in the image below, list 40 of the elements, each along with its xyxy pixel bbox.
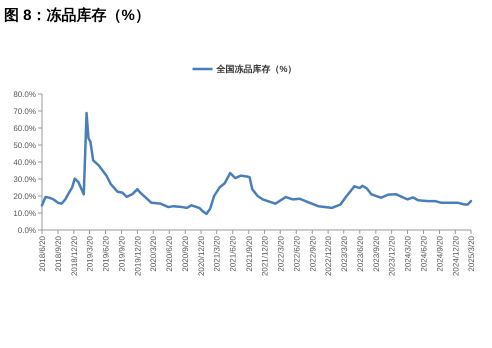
x-tick-label: 2023/6/20 — [356, 235, 365, 272]
x-tick-label: 2024/3/20 — [403, 235, 412, 272]
y-tick-label: 10.0% — [13, 209, 36, 218]
line-series — [40, 112, 472, 216]
chart-title: 图 8：冻品库存（%） — [4, 6, 150, 24]
legend-label: 全国冻品库存（%） — [216, 64, 297, 74]
x-tick-label: 2018/9/20 — [54, 235, 64, 272]
x-tick-label: 2018/12/20 — [70, 235, 79, 276]
x-tick-label: 2023/9/20 — [372, 235, 381, 272]
x-tick-label: 2024/9/20 — [436, 235, 444, 272]
y-tick-label: 30.0% — [13, 175, 36, 184]
x-tick-label: 2019/6/20 — [102, 235, 111, 272]
x-tick-label: 2019/9/20 — [118, 235, 127, 272]
x-tick-label: 2022/6/20 — [292, 235, 302, 272]
x-tick-label: 2023/3/20 — [340, 235, 349, 272]
x-tick-label: 2024/12/20 — [451, 235, 460, 276]
x-tick-label: 2019/3/20 — [86, 235, 95, 272]
y-tick-label: 50.0% — [13, 141, 36, 150]
x-tick-label: 2024/6/20 — [419, 235, 428, 272]
y-tick-label: 60.0% — [13, 124, 36, 133]
x-tick-label: 2021/12/20 — [260, 235, 270, 276]
x-tick-label: 2020/9/20 — [181, 235, 190, 272]
x-tick-label: 2021/3/20 — [212, 235, 222, 272]
x-tick-label: 2019/12/20 — [133, 235, 142, 276]
x-tick-label: 2022/12/20 — [324, 235, 334, 276]
x-tick-label: 2021/6/20 — [228, 235, 238, 272]
y-tick-label: 70.0% — [13, 107, 36, 116]
x-tick-label: 2025/3/20 — [467, 235, 476, 272]
y-tick-label: 80.0% — [13, 90, 36, 99]
x-tick-label: 2020/3/20 — [149, 235, 158, 272]
x-tick-label: 2023/12/20 — [388, 235, 397, 276]
x-tick-label: 2020/6/20 — [165, 235, 174, 272]
x-tick-label: 2022/3/20 — [276, 235, 286, 272]
x-tick-label: 2021/9/20 — [244, 235, 254, 272]
y-tick-label: 20.0% — [13, 192, 36, 201]
y-tick-label: 0.0% — [18, 226, 36, 235]
x-tick-label: 2018/6/20 — [38, 235, 47, 272]
x-tick-label: 2020/12/20 — [197, 235, 206, 276]
y-tick-label: 40.0% — [13, 158, 36, 167]
x-tick-label: 2022/9/20 — [308, 235, 318, 272]
